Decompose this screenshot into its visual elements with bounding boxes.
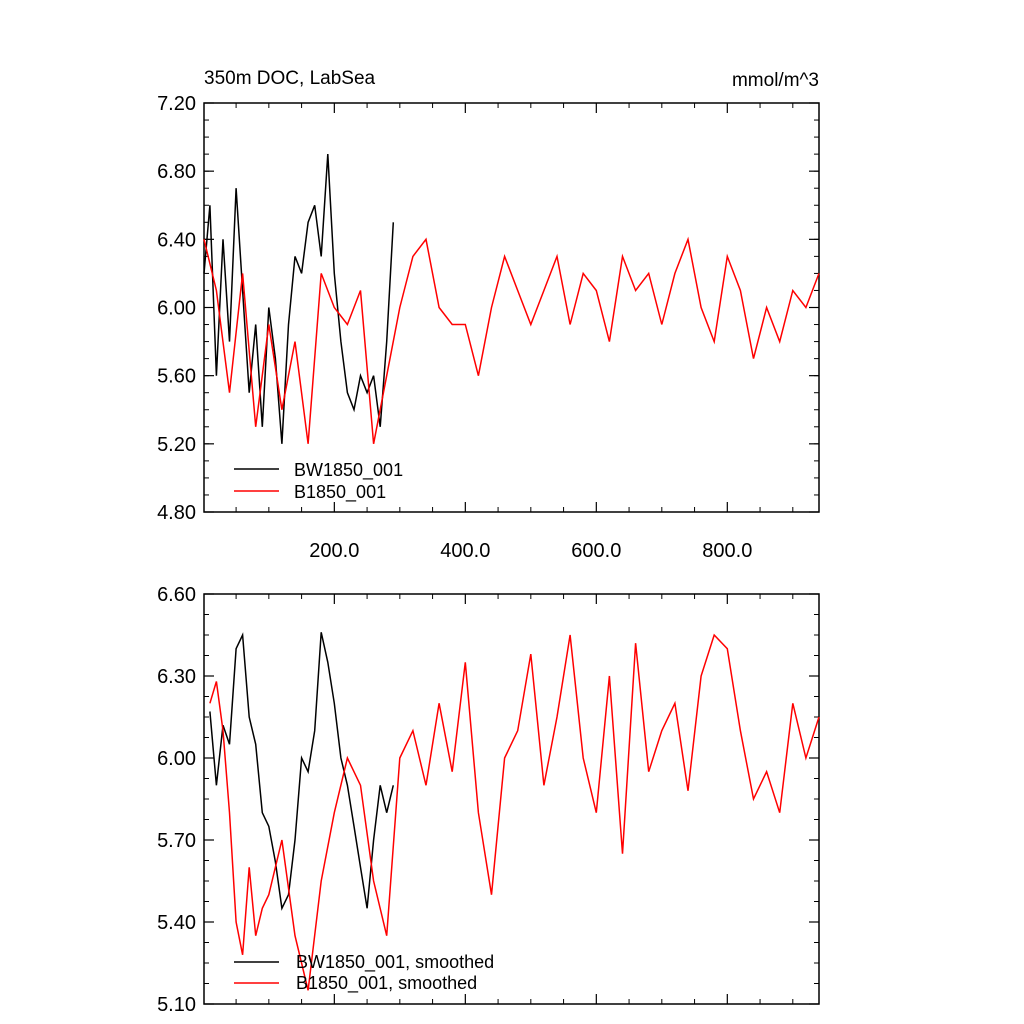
- bottom-legend-label-b: B1850_001, smoothed: [296, 973, 477, 994]
- top-y-tick-label: 6.40: [157, 229, 196, 251]
- top-ticks: 4.80 5.20 5.60 6.00 6.40 6.80 7.20 200.0 400.0 60…: [157, 93, 819, 562]
- bottom-series-line-0: [209, 632, 395, 911]
- top-chart-units: mmol/m^3: [732, 70, 819, 91]
- top-panel: 350m DOC, LabSea mmol/m^3 4.80 5.20 5.60 6.…: [157, 68, 820, 562]
- top-legend-label-bw: BW1850_001: [294, 460, 403, 481]
- top-y-tick-label: 4.80: [157, 502, 196, 524]
- top-y-tick-label: 7.20: [157, 93, 196, 115]
- top-x-tick-label: 600.0: [571, 540, 621, 562]
- top-series-group: [203, 154, 820, 444]
- top-x-tick-label: 800.0: [702, 540, 752, 562]
- top-plot-frame: [203, 102, 820, 513]
- bottom-y-tick-label: 5.70: [157, 830, 196, 852]
- top-y-tick-label: 5.60: [157, 366, 196, 388]
- bottom-y-tick-label: 5.10: [157, 994, 196, 1016]
- bottom-y-tick-label: 6.60: [157, 584, 196, 606]
- bottom-y-tick-label: 5.40: [157, 912, 196, 934]
- top-legend: BW1850_001 B1850_001: [234, 460, 403, 503]
- top-y-tick-label: 6.80: [157, 161, 196, 183]
- top-x-tick-label: 400.0: [440, 540, 490, 562]
- top-y-tick-label: 6.00: [157, 298, 196, 320]
- top-y-tick-label: 5.20: [157, 434, 196, 456]
- bottom-y-tick-label: 6.00: [157, 748, 196, 770]
- bottom-legend-label-bw: BW1850_001, smoothed: [296, 952, 494, 973]
- bottom-panel: 5.10 5.40 5.70 6.00 6.30 6.60 BW1850_001, smo…: [157, 584, 820, 1016]
- bottom-series-line-1: [209, 633, 820, 991]
- bottom-y-tick-label: 6.30: [157, 666, 196, 688]
- bottom-legend: BW1850_001, smoothed B1850_001, smoothed: [234, 952, 494, 994]
- top-series-line-0: [203, 154, 395, 444]
- bottom-series-group: [209, 632, 820, 991]
- bottom-ticks: 5.10 5.40 5.70 6.00 6.30 6.60: [157, 584, 819, 1016]
- top-series-line-1: [203, 236, 820, 444]
- top-chart-title: 350m DOC, LabSea: [204, 68, 376, 89]
- top-x-tick-label: 200.0: [309, 540, 359, 562]
- top-legend-label-b: B1850_001: [294, 482, 386, 503]
